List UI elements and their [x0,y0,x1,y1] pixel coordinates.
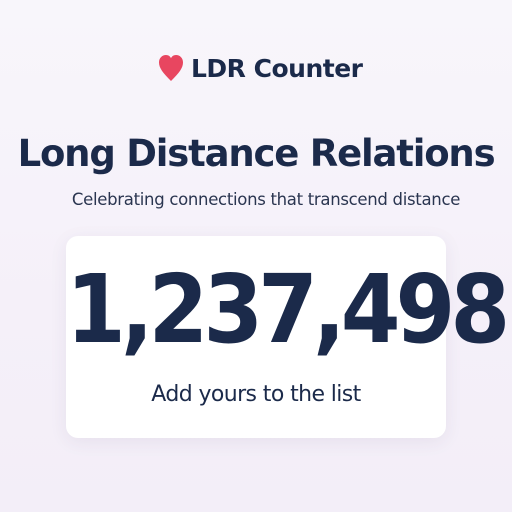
brand-name: LDR Counter [191,53,363,83]
add-yours-link[interactable]: Add yours to the list [151,382,361,407]
counter-value: 1,237,498 [66,254,510,365]
heart-icon [158,53,184,83]
page-subtitle: Celebrating connections that transcend d… [71,190,461,209]
brand-header: LDR Counter [158,50,363,86]
page-title: Long Distance Relations [17,132,496,175]
counter-card: 1,237,498 Add yours to the list [66,236,510,438]
